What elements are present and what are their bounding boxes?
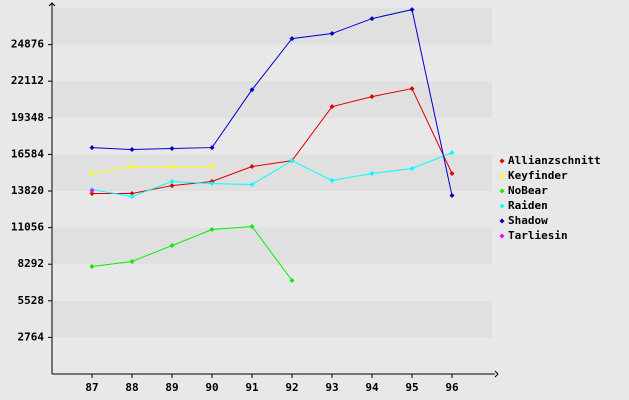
point [89, 263, 95, 269]
point [89, 145, 95, 151]
point [89, 171, 95, 177]
series-line [91, 8, 453, 196]
point [89, 191, 95, 197]
point [289, 278, 295, 284]
point [409, 86, 415, 92]
series-line [91, 166, 212, 175]
point [449, 171, 455, 177]
point [209, 227, 215, 233]
legend-marker [499, 218, 505, 224]
grid-band [53, 81, 492, 118]
point [209, 145, 215, 151]
x-tick-label: 96 [445, 381, 459, 394]
y-tick-label: 13820 [11, 184, 44, 197]
legend-marker [499, 158, 505, 164]
point [129, 194, 135, 200]
legend-marker [499, 233, 505, 239]
x-tick-label: 93 [325, 381, 338, 394]
point [289, 36, 295, 42]
x-tick-label: 91 [245, 381, 259, 394]
point [89, 188, 95, 194]
point [129, 191, 135, 197]
legend-label: NoBear [508, 184, 548, 197]
grid-band [53, 117, 492, 155]
point [169, 145, 175, 151]
x-axis-arrow [494, 370, 499, 378]
legend-label: Shadow [508, 214, 548, 227]
point [409, 165, 415, 171]
point [369, 171, 375, 177]
y-tick-label: 16584 [11, 147, 44, 160]
grid-band [53, 227, 492, 265]
point [369, 94, 375, 100]
grid-band [53, 191, 492, 228]
legend-label: Tarliesin [508, 229, 568, 242]
legend-marker [499, 188, 505, 194]
point [249, 223, 255, 229]
point [369, 16, 375, 22]
point [209, 164, 215, 170]
legend-label: Allianzschnitt [508, 154, 601, 167]
point [169, 164, 175, 170]
y-tick-label: 8292 [18, 257, 45, 270]
series-line [91, 225, 293, 281]
legend-label: Keyfinder [508, 169, 568, 182]
grid-band [53, 300, 492, 338]
y-tick-label: 22112 [11, 74, 44, 87]
point [129, 147, 135, 153]
point [169, 243, 175, 249]
grid-band [53, 264, 492, 301]
point [169, 183, 175, 189]
x-tick-label: 87 [85, 381, 98, 394]
point [129, 164, 135, 170]
y-tick-label: 5528 [18, 294, 45, 307]
x-tick-label: 88 [125, 381, 138, 394]
point [249, 87, 255, 93]
x-tick-label: 92 [285, 381, 298, 394]
x-tick-label: 90 [205, 381, 218, 394]
y-axis-arrow [48, 2, 56, 7]
point [329, 31, 335, 37]
point [449, 193, 455, 199]
y-tick-label: 24876 [11, 38, 44, 51]
y-tick-label: 19348 [11, 111, 44, 124]
point [289, 158, 295, 164]
y-tick-label: 11056 [11, 221, 44, 234]
y-tick-label: 2764 [18, 330, 45, 343]
x-tick-label: 95 [405, 381, 418, 394]
x-tick-label: 89 [165, 381, 178, 394]
point [329, 178, 335, 184]
series-line [91, 152, 453, 198]
legend-label: Raiden [508, 199, 548, 212]
point [169, 178, 175, 184]
point [249, 182, 255, 188]
x-tick-label: 94 [365, 381, 379, 394]
grid-band [53, 337, 492, 374]
legend-marker [499, 203, 505, 209]
point [209, 181, 215, 187]
point [249, 164, 255, 170]
legend-marker [499, 173, 505, 179]
point [449, 150, 455, 156]
point [129, 258, 135, 264]
point [409, 7, 415, 13]
point [329, 104, 335, 110]
grid-band [53, 8, 492, 45]
